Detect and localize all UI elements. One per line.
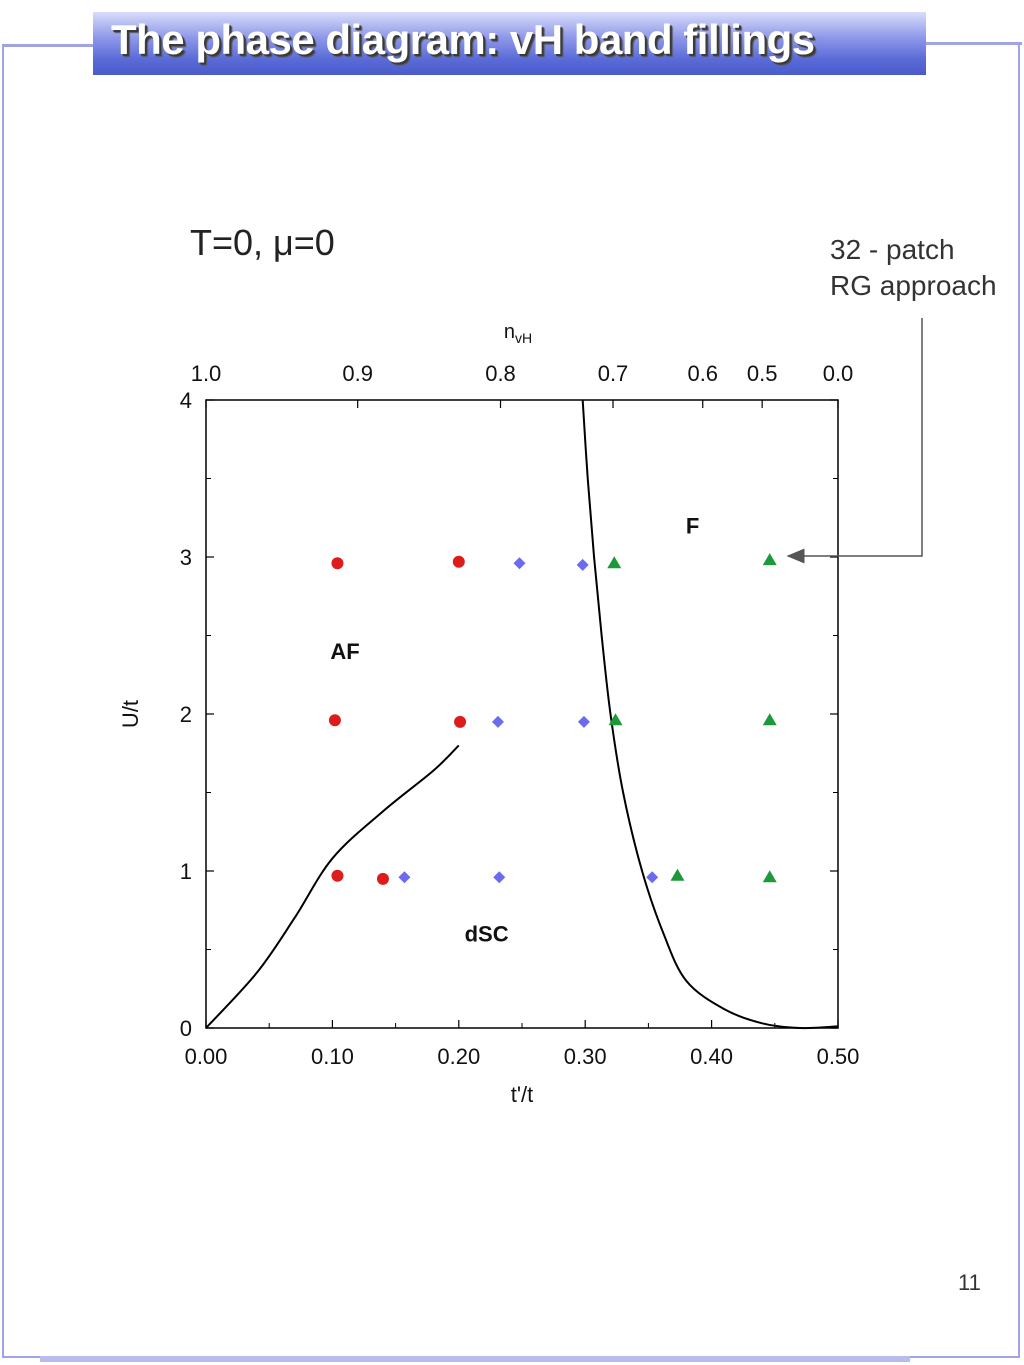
top-axis-label-main: n bbox=[504, 321, 515, 343]
top-tick-label: 0.8 bbox=[485, 361, 516, 386]
dsc-point bbox=[513, 557, 526, 570]
af-point bbox=[328, 714, 341, 727]
dsc-point bbox=[398, 871, 411, 884]
top-tick-label: 1.0 bbox=[191, 361, 222, 386]
dsc-point bbox=[491, 715, 504, 728]
frame-top-left-line bbox=[2, 44, 94, 47]
phase-boundaries bbox=[205, 399, 839, 1030]
af-point bbox=[376, 872, 389, 885]
slide-title: The phase diagram: vH band fillings bbox=[111, 16, 815, 63]
annotation-arrow bbox=[786, 318, 923, 564]
f-point bbox=[762, 870, 777, 883]
y-tick-label: 1 bbox=[180, 859, 192, 884]
annotation-text: 32 - patch RG approach bbox=[830, 232, 997, 304]
f-boundary bbox=[581, 399, 839, 1030]
data-points bbox=[328, 553, 777, 885]
annotation-line-2: RG approach bbox=[830, 270, 997, 301]
f-point bbox=[608, 713, 623, 726]
x-tick-label: 0.00 bbox=[185, 1044, 228, 1069]
title-bar: The phase diagram: vH band fillings bbox=[93, 12, 926, 75]
frame-top-right-line bbox=[926, 42, 1022, 45]
dsc-point bbox=[493, 871, 506, 884]
top-tick-label: 0.6 bbox=[687, 361, 718, 386]
dsc-point bbox=[576, 558, 589, 571]
f-point bbox=[670, 868, 685, 881]
top-tick-label: 0.0 bbox=[823, 361, 854, 386]
slide-subtitle: T=0, μ=0 bbox=[190, 222, 335, 263]
af-dsc-boundary bbox=[205, 744, 460, 1029]
region-label-af: AF bbox=[330, 639, 359, 664]
x-tick-label: 0.20 bbox=[437, 1044, 480, 1069]
top-tick-label: 0.9 bbox=[342, 361, 373, 386]
annotation-line-1: 32 - patch bbox=[830, 234, 955, 265]
frame-bottom-line bbox=[40, 1356, 910, 1362]
dsc-point bbox=[577, 715, 590, 728]
af-point bbox=[331, 557, 344, 570]
page-number: 11 bbox=[958, 1270, 981, 1295]
region-label-dsc: dSC bbox=[465, 922, 509, 947]
af-point bbox=[454, 715, 467, 728]
af-point bbox=[452, 555, 465, 568]
f-point bbox=[607, 556, 622, 569]
f-point bbox=[762, 713, 777, 726]
x-tick-label: 0.40 bbox=[690, 1044, 733, 1069]
x-tick-label: 0.30 bbox=[564, 1044, 607, 1069]
y-axis-label: U/t bbox=[118, 700, 143, 728]
plot-frame bbox=[205, 399, 839, 1029]
top-tick-label: 0.5 bbox=[747, 361, 778, 386]
f-point bbox=[762, 553, 777, 566]
axis-labels: 0.00 0.10 0.20 0.30 0.40 0.50 0 1 2 3 41.0 0.9 0.8 0.… bbox=[118, 321, 859, 1107]
x-axis-label: t'/t bbox=[511, 1082, 534, 1107]
top-axis-label: nvH bbox=[504, 321, 532, 346]
x-tick-label: 0.10 bbox=[311, 1044, 354, 1069]
y-tick-label: 0 bbox=[180, 1016, 192, 1041]
y-tick-label: 3 bbox=[180, 545, 192, 570]
axis-ticks bbox=[205, 399, 839, 1029]
af-point bbox=[331, 869, 344, 882]
x-tick-label: 0.50 bbox=[817, 1044, 860, 1069]
dsc-point bbox=[646, 871, 659, 884]
region-label-f: F bbox=[686, 513, 699, 538]
top-axis-label-sub: vH bbox=[515, 330, 532, 346]
top-tick-label: 0.7 bbox=[598, 361, 629, 386]
y-tick-label: 4 bbox=[180, 388, 192, 413]
y-tick-label: 2 bbox=[180, 702, 192, 727]
